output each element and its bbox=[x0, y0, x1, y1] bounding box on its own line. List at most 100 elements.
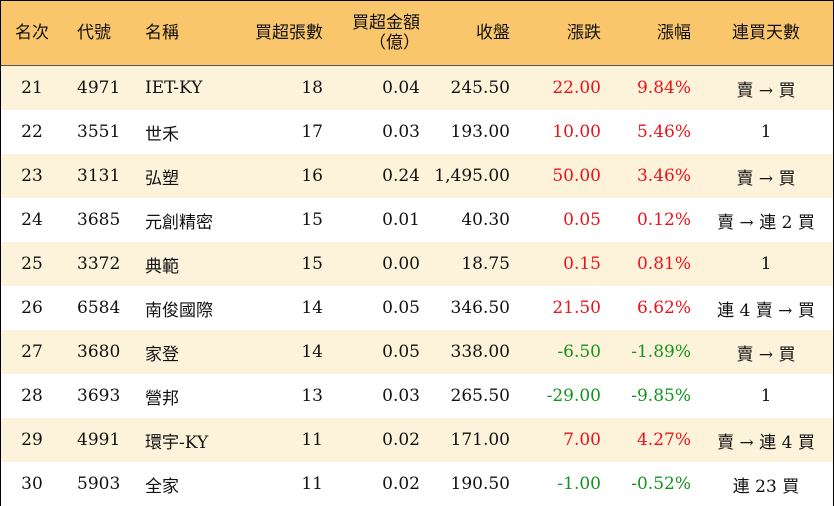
table-cell: 3.46% bbox=[609, 154, 699, 198]
table-cell: 0.00 bbox=[331, 242, 428, 286]
table-cell: 0.05 bbox=[331, 286, 428, 330]
table-cell: 22.00 bbox=[518, 66, 609, 111]
table-cell: 0.05 bbox=[331, 330, 428, 374]
table-cell: 0.02 bbox=[331, 462, 428, 506]
header-row: 名次代號名稱買超張數買超金額 （億）收盤漲跌漲幅連買天數 bbox=[1, 1, 833, 66]
table-cell: 14 bbox=[236, 330, 331, 374]
table-cell: 5903 bbox=[63, 462, 133, 506]
table-cell: 賣 → 買 bbox=[699, 154, 833, 198]
header-cell: 連買天數 bbox=[699, 1, 833, 66]
table-cell: 賣 → 買 bbox=[699, 66, 833, 111]
table-cell: 27 bbox=[1, 330, 63, 374]
table-cell: 全家 bbox=[133, 462, 236, 506]
header-cell: 買超張數 bbox=[236, 1, 331, 66]
table-cell: 3680 bbox=[63, 330, 133, 374]
table-cell: 10.00 bbox=[518, 110, 609, 154]
header-cell: 買超金額 （億） bbox=[331, 1, 428, 66]
table-cell: 29 bbox=[1, 418, 63, 462]
table-cell: 連 4 賣 → 買 bbox=[699, 286, 833, 330]
table-cell: 13 bbox=[236, 374, 331, 418]
table-cell: 338.00 bbox=[428, 330, 518, 374]
table-cell: -1.00 bbox=[518, 462, 609, 506]
table-cell: -0.52% bbox=[609, 462, 699, 506]
table-cell: 3693 bbox=[63, 374, 133, 418]
table-cell: 3372 bbox=[63, 242, 133, 286]
table-cell: 23 bbox=[1, 154, 63, 198]
table-cell: 3131 bbox=[63, 154, 133, 198]
table-cell: 0.02 bbox=[331, 418, 428, 462]
table-cell: 265.50 bbox=[428, 374, 518, 418]
table-cell: 0.81% bbox=[609, 242, 699, 286]
table-cell: 30 bbox=[1, 462, 63, 506]
header-cell: 漲幅 bbox=[609, 1, 699, 66]
header-cell: 漲跌 bbox=[518, 1, 609, 66]
table-cell: 1 bbox=[699, 374, 833, 418]
table-cell: 18 bbox=[236, 66, 331, 111]
table-cell: 0.12% bbox=[609, 198, 699, 242]
table-cell: 弘塑 bbox=[133, 154, 236, 198]
table-cell: 21 bbox=[1, 66, 63, 111]
table-cell: 0.15 bbox=[518, 242, 609, 286]
table-cell: 6584 bbox=[63, 286, 133, 330]
table-cell: 典範 bbox=[133, 242, 236, 286]
table-cell: 346.50 bbox=[428, 286, 518, 330]
table-cell: 14 bbox=[236, 286, 331, 330]
table-cell: 連 23 買 bbox=[699, 462, 833, 506]
table-cell: -6.50 bbox=[518, 330, 609, 374]
header-cell: 代號 bbox=[63, 1, 133, 66]
table-cell: 190.50 bbox=[428, 462, 518, 506]
header-cell: 收盤 bbox=[428, 1, 518, 66]
table-cell: 環宇-KY bbox=[133, 418, 236, 462]
table-cell: 1 bbox=[699, 242, 833, 286]
table-cell: 4991 bbox=[63, 418, 133, 462]
table-cell: 0.05 bbox=[518, 198, 609, 242]
table-cell: 0.04 bbox=[331, 66, 428, 111]
table-cell: 0.03 bbox=[331, 374, 428, 418]
table-cell: 6.62% bbox=[609, 286, 699, 330]
table-cell: 25 bbox=[1, 242, 63, 286]
table-cell: 24 bbox=[1, 198, 63, 242]
table-cell: 171.00 bbox=[428, 418, 518, 462]
table-cell: IET-KY bbox=[133, 66, 236, 111]
table-cell: 1,495.00 bbox=[428, 154, 518, 198]
table-cell: 世禾 bbox=[133, 110, 236, 154]
table-cell: 賣 → 連 2 買 bbox=[699, 198, 833, 242]
table-cell: 16 bbox=[236, 154, 331, 198]
table-cell: 26 bbox=[1, 286, 63, 330]
table-cell: 4971 bbox=[63, 66, 133, 111]
table-cell: 4.27% bbox=[609, 418, 699, 462]
table-cell: 賣 → 連 4 買 bbox=[699, 418, 833, 462]
table-cell: 南俊國際 bbox=[133, 286, 236, 330]
table-cell: 3685 bbox=[63, 198, 133, 242]
table-cell: 17 bbox=[236, 110, 331, 154]
table-cell: 50.00 bbox=[518, 154, 609, 198]
table-cell: 11 bbox=[236, 418, 331, 462]
table-cell: 28 bbox=[1, 374, 63, 418]
table-cell: 193.00 bbox=[428, 110, 518, 154]
table-cell: 3551 bbox=[63, 110, 133, 154]
table-cell: 21.50 bbox=[518, 286, 609, 330]
table-cell: 5.46% bbox=[609, 110, 699, 154]
table-cell: 15 bbox=[236, 242, 331, 286]
table-cell: -1.89% bbox=[609, 330, 699, 374]
table-cell: 18.75 bbox=[428, 242, 518, 286]
table-cell: -29.00 bbox=[518, 374, 609, 418]
table-cell: 11 bbox=[236, 462, 331, 506]
header-cell: 名次 bbox=[1, 1, 63, 66]
header-cell: 名稱 bbox=[133, 1, 236, 66]
table-cell: 22 bbox=[1, 110, 63, 154]
table-cell: 245.50 bbox=[428, 66, 518, 111]
table-cell: 1 bbox=[699, 110, 833, 154]
